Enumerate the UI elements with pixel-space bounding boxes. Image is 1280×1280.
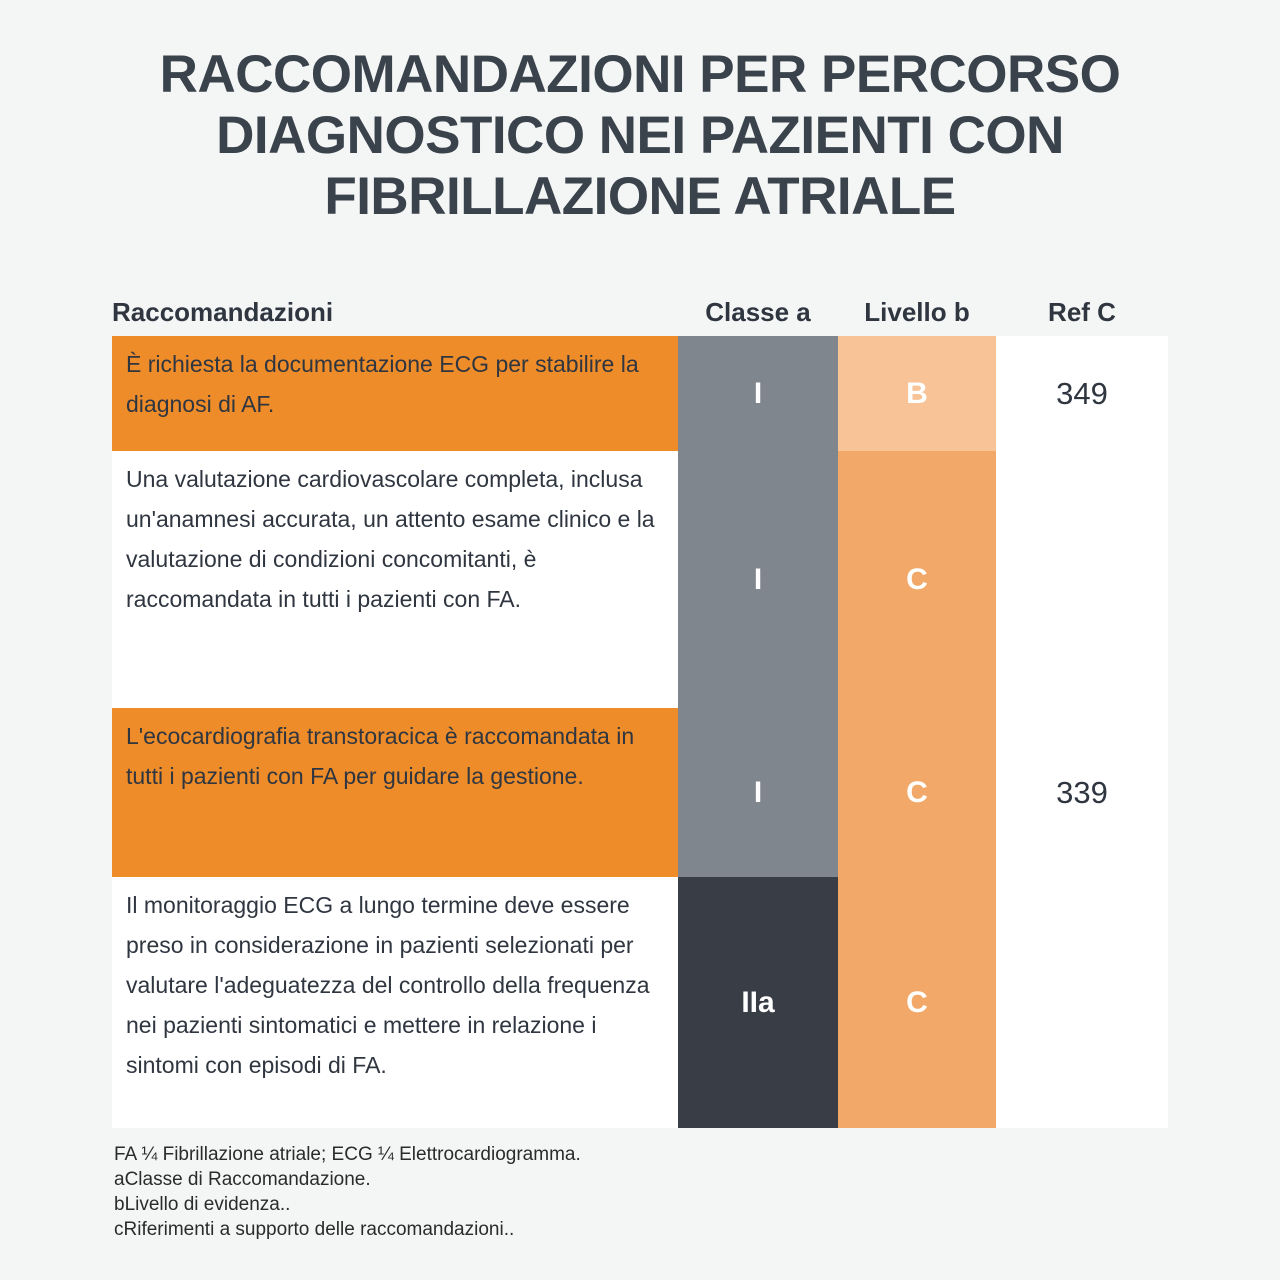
recommendations-table: Raccomandazioni Classe a Livello b Ref C… [112,272,1168,1128]
cell-ref-row-3: 339 [996,708,1168,877]
column-header-livello: Livello b [864,297,970,327]
page-title-line-1: RACCOMANDAZIONI PER PERCORSO [159,45,1121,104]
table-row: Il monitoraggio ECG a lungo termine deve… [126,892,650,1078]
cell-livello-row-1: B [838,336,996,451]
column-header-recommendations: Raccomandazioni [112,297,334,327]
cell-ref-row-4 [996,877,1168,1128]
cell-classe-row-1: I [678,336,838,451]
page-title-line-3: FIBRILLAZIONE ATRIALE [324,167,956,226]
cell-classe-row-2: I [678,451,838,708]
cell-livello-row-4: C [838,877,996,1128]
table-header-row: Raccomandazioni Classe a Livello b Ref C [112,272,1168,336]
cell-livello-row-2: C [838,451,996,708]
cell-livello-row-3: C [838,708,996,877]
cell-classe-row-4: IIa [678,877,838,1128]
footnote-a: aClasse di Raccomandazione. [114,1169,371,1190]
cell-classe-row-3: I [678,708,838,877]
table-body: È richiesta la documentazione ECG per st… [112,336,1168,1128]
footnotes: FA ¼ Fibrillazione atriale; ECG ¼ Elettr… [114,1142,581,1242]
table-row: L'ecocardiografia transtoracica è raccom… [112,708,678,877]
cell-ref-row-1: 349 [996,336,1168,451]
page-title-line-2: DIAGNOSTICO NEI PAZIENTI CON [216,106,1064,165]
footnote-abbreviations: FA ¼ Fibrillazione atriale; ECG ¼ Elettr… [114,1144,581,1165]
page-title: RACCOMANDAZIONI PER PERCORSO DIAGNOSTICO… [112,44,1168,227]
column-header-ref: Ref C [1048,297,1116,327]
footnote-b: bLivello di evidenza.. [114,1194,291,1215]
table-row: È richiesta la documentazione ECG per st… [112,336,678,451]
table-row: Una valutazione cardiovascolare completa… [126,466,655,612]
cell-ref-row-2 [996,451,1168,708]
footnote-c: cRiferimenti a supporto delle raccomanda… [114,1219,515,1240]
column-header-classe: Classe a [705,297,811,327]
